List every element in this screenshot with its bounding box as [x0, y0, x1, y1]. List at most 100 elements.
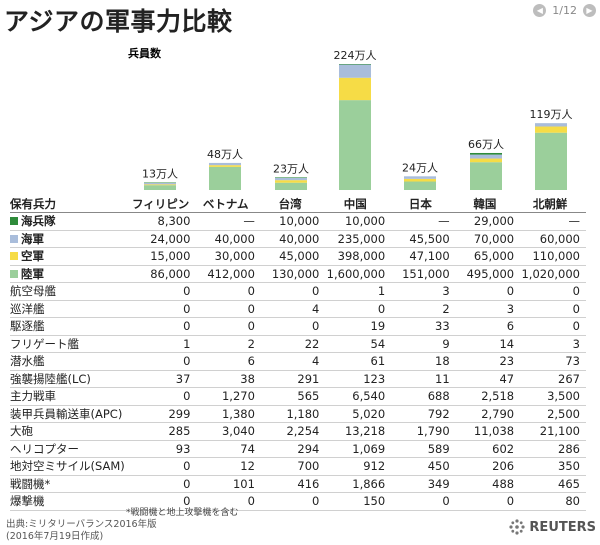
table-row: 航空母艦 0 0 0 1 3 0 0	[10, 282, 586, 301]
table-cell: 0	[196, 492, 261, 511]
table-cell: 450	[391, 457, 456, 476]
table-cell: 0	[391, 492, 456, 511]
bar-total-label: 119万人	[530, 108, 573, 121]
country-header-2: 台湾	[260, 195, 326, 213]
country-header-0: フィリピン	[130, 195, 197, 213]
table-cell: 299	[130, 405, 197, 423]
table-cell: 0	[130, 387, 197, 406]
table-header-row: 保有兵力 フィリピン ベトナム 台湾 中国 日本 韓国 北朝鮮	[10, 195, 586, 213]
bar-segment-陸軍	[404, 181, 436, 190]
table-cell: 61	[325, 352, 392, 371]
pager: ◀ 1/12 ▶	[533, 4, 596, 17]
table-row: 強襲揚陸艦(LC) 37 38 291 123 11 47 267	[10, 370, 586, 388]
table-row: フリゲート艦 1 2 22 54 9 14 3	[10, 335, 586, 353]
table-row: 戦闘機* 0 101 416 1,866 349 488 465	[10, 475, 586, 493]
table-cell: 0	[455, 492, 521, 511]
table-cell: 465	[520, 475, 586, 493]
row-label: 主力戦車	[10, 387, 131, 406]
table-cell: 1,069	[325, 440, 392, 458]
table-row: 地対空ミサイル(SAM) 0 12 700 912 450 206 350	[10, 457, 586, 476]
table-row: 海兵隊 8,300—10,000 10,000—29,000—	[10, 212, 586, 231]
table-cell: 1,790	[391, 422, 456, 441]
table-cell: 11	[391, 370, 456, 388]
table-cell: 47,100	[391, 247, 456, 266]
table-cell: 2,518	[455, 387, 521, 406]
footnote: *戦闘機と地上攻撃機を含む	[126, 508, 239, 518]
row-label: 地対空ミサイル(SAM)	[10, 457, 131, 476]
table-row: 駆逐艦 0 0 0 19 33 6 0	[10, 317, 586, 336]
bar-segment-陸軍	[209, 166, 241, 190]
table-row: 装甲兵員輸送車(APC) 299 1,380 1,180 5,020 792 2,790 2,…	[10, 405, 586, 423]
legend-swatch	[10, 252, 18, 261]
table-cell: 8,300	[130, 212, 197, 231]
table-cell: 0	[325, 300, 392, 318]
row-label: ヘリコプター	[10, 440, 131, 458]
country-header-6: 北朝鮮	[520, 195, 586, 213]
chart-subtitle: 兵員数	[128, 46, 162, 60]
table-cell: —	[520, 212, 586, 231]
table-cell: 792	[391, 405, 456, 423]
table-row: 陸軍 86,000 412,000 130,000 1,600,000 151,000 49…	[10, 265, 586, 283]
table-cell: 3	[455, 300, 521, 318]
table-cell: 0	[520, 282, 586, 301]
bar-segment-空軍	[535, 126, 567, 133]
next-page-button[interactable]: ▶	[583, 4, 596, 17]
table-cell: 0	[455, 282, 521, 301]
table-cell: 1,600,000	[325, 265, 392, 283]
table-cell: 488	[455, 475, 521, 493]
table-cell: 130,000	[260, 265, 326, 283]
table-cell: 40,000	[260, 230, 326, 248]
table-cell: 6	[196, 352, 261, 371]
table-cell: 2,790	[455, 405, 521, 423]
table-cell: 3,040	[196, 422, 261, 441]
row-label: 航空母艦	[10, 282, 131, 301]
bar-segment-海兵隊	[275, 177, 307, 178]
table-cell: 13,218	[325, 422, 392, 441]
table-row: 空軍 15,000 30,000 45,000 398,000 47,100 65,000 1…	[10, 247, 586, 266]
table-cell: 565	[260, 387, 326, 406]
table-cell: 45,000	[260, 247, 326, 266]
brand-name: REUTERS	[529, 519, 596, 535]
table-cell: 11,038	[455, 422, 521, 441]
bar-segment-海軍	[144, 182, 176, 185]
table-row: 巡洋艦 0 0 4 0 2 3 0	[10, 300, 586, 318]
bar-segment-空軍	[404, 178, 436, 182]
table-row: 爆撃機 0 0 0 150 0 0 80	[10, 492, 586, 511]
row-label: 駆逐艦	[10, 317, 131, 336]
bar-total-label: 66万人	[468, 138, 504, 151]
table-cell: 54	[325, 335, 392, 353]
table-row: 海軍 24,000 40,000 40,000 235,000 45,500 70,000 6…	[10, 230, 586, 248]
table-cell: 602	[455, 440, 521, 458]
row-label: 海軍	[10, 230, 131, 248]
bar-total-label: 48万人	[207, 148, 243, 161]
table-cell: 45,500	[391, 230, 456, 248]
table-cell: 4	[260, 300, 326, 318]
bar-segment-海兵隊	[470, 152, 502, 155]
table-cell: 0	[196, 282, 261, 301]
table-cell: 80	[520, 492, 586, 511]
table-cell: 123	[325, 370, 392, 388]
row-label: フリゲート艦	[10, 335, 131, 353]
bar-segment-陸軍	[470, 162, 502, 190]
table-cell: 19	[325, 317, 392, 336]
table-cell: 589	[391, 440, 456, 458]
table-cell: 5,020	[325, 405, 392, 423]
table-cell: 151,000	[391, 265, 456, 283]
table-cell: 416	[260, 475, 326, 493]
bar-segment-海兵隊	[339, 64, 371, 65]
table-cell: 1,866	[325, 475, 392, 493]
table-cell: 150	[325, 492, 392, 511]
table-cell: 2,254	[260, 422, 326, 441]
bar-segment-海軍	[470, 154, 502, 159]
table-cell: 235,000	[325, 230, 392, 248]
table-cell: 0	[520, 317, 586, 336]
table-cell: 1,180	[260, 405, 326, 423]
troop-bar-chart: 兵員数 13万人 48万人 23万人 224万人 24万人 66万人 119万人	[128, 46, 573, 190]
table-cell: 350	[520, 457, 586, 476]
country-header-5: 韓国	[455, 195, 521, 213]
table-cell: 267	[520, 370, 586, 388]
prev-page-button[interactable]: ◀	[533, 4, 547, 17]
table-cell: —	[391, 212, 456, 231]
table-cell: 18	[391, 352, 456, 371]
table-cell: 4	[260, 352, 326, 371]
